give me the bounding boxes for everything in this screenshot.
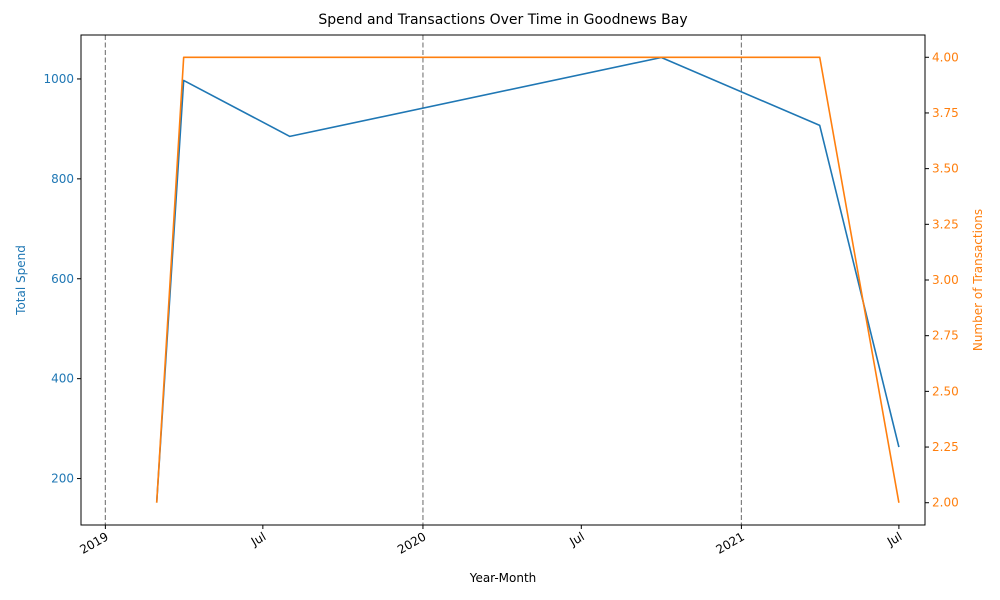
y-right-tick-label-6: 3.50 — [932, 162, 959, 176]
y-left-tick-label-3: 800 — [51, 172, 74, 186]
y-right-tick-label-8: 4.00 — [932, 50, 959, 64]
series-layer — [155, 56, 900, 503]
y-axis-right-label: Number of Transactions — [971, 209, 985, 351]
y-left-tick-label-4: 1000 — [43, 72, 74, 86]
chart-title: Spend and Transactions Over Time in Good… — [318, 12, 687, 28]
y-right-tick-label-1: 2.25 — [932, 440, 959, 454]
y-right-tick-label-7: 3.75 — [932, 106, 959, 120]
y-axis-left: 200 400 600 800 1000 — [43, 72, 81, 486]
series-line-transactions — [155, 56, 900, 503]
y-right-tick-label-2: 2.50 — [932, 384, 959, 398]
year-reference-lines — [104, 35, 743, 525]
y-right-tick-label-5: 3.25 — [932, 217, 959, 231]
y-left-tick-label-2: 600 — [51, 272, 74, 286]
x-tick-label-0: 2019 — [77, 529, 110, 556]
x-axis-label: Year-Month — [469, 571, 537, 585]
y-left-tick-label-1: 400 — [51, 372, 74, 386]
x-tick-label-4: 2021 — [713, 529, 746, 556]
series-line-spend — [155, 56, 900, 503]
y-left-tick-label-0: 200 — [51, 472, 74, 486]
x-tick-label-5: Jul — [884, 529, 904, 549]
x-tick-label-1: Jul — [248, 529, 268, 549]
y-right-tick-label-0: 2.00 — [932, 496, 959, 510]
y-axis-left-label: Total Spend — [14, 245, 28, 316]
plot-frame — [80, 34, 926, 526]
x-tick-label-2: 2020 — [395, 529, 428, 556]
y-axis-right: 2.00 2.25 2.50 2.75 3.00 3.25 3.50 3.75 4.00 — [925, 50, 959, 510]
x-axis: 2019 Jul 2020 Jul 2021 Jul — [77, 525, 904, 557]
x-tick-label-3: Jul — [566, 529, 586, 549]
y-right-tick-label-3: 2.75 — [932, 329, 959, 343]
y-right-tick-label-4: 3.00 — [932, 273, 959, 287]
